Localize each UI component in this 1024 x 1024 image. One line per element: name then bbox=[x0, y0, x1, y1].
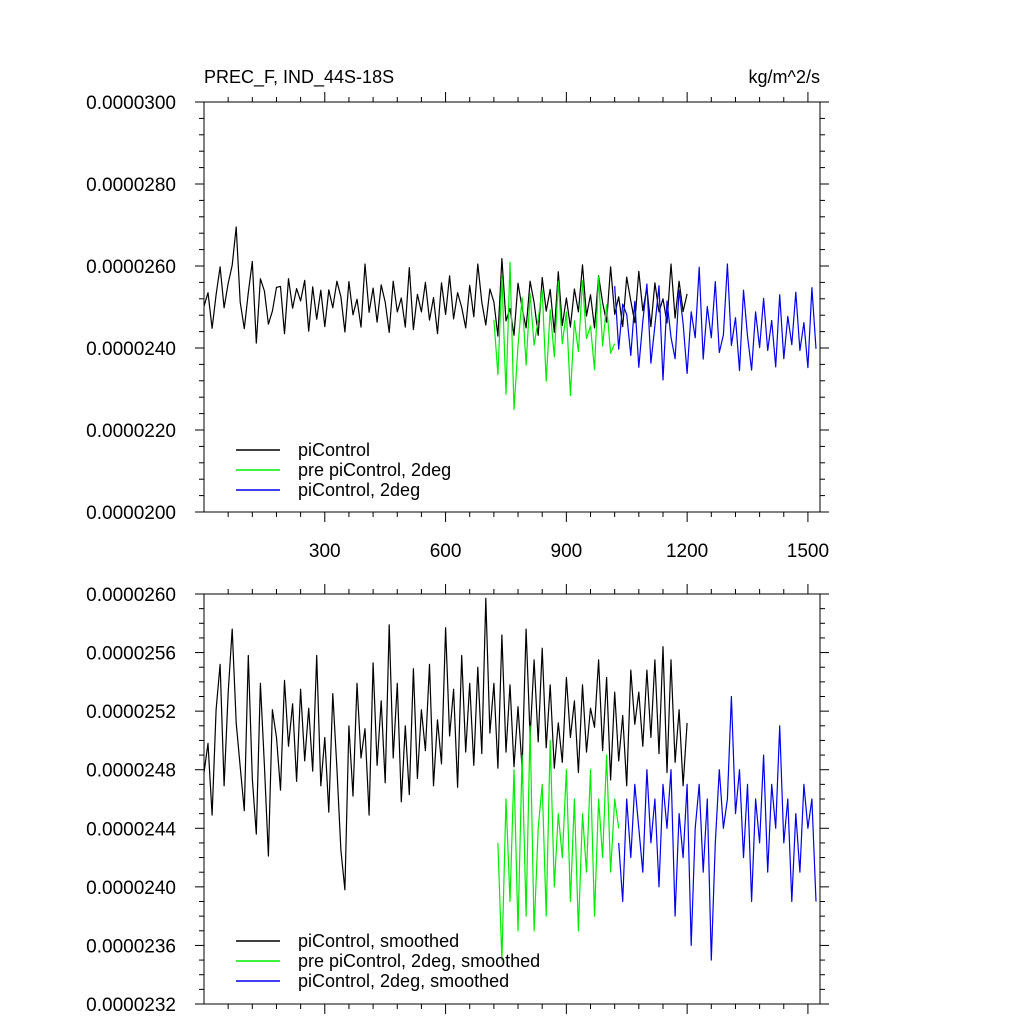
series-line-3 bbox=[614, 263, 817, 381]
y-tick-label: 0.0000256 bbox=[86, 644, 176, 665]
legend-label: piControl, smoothed bbox=[298, 931, 459, 951]
y-tick-label: 0.0000252 bbox=[86, 702, 176, 723]
bottom-series-layer bbox=[203, 597, 817, 961]
y-tick-label: 0.0000240 bbox=[86, 339, 176, 360]
y-tick-label: 0.0000260 bbox=[86, 585, 176, 606]
bottom-panel: 0.0000232 0.0000236 0.0000240 0.0000244 0.00… bbox=[86, 584, 829, 1016]
legend-label: piControl bbox=[298, 440, 370, 460]
y-tick-label: 0.0000280 bbox=[86, 175, 176, 196]
x-tick-label: 1200 bbox=[666, 541, 708, 562]
y-tick-label: 0.0000260 bbox=[86, 257, 176, 278]
legend-label: pre piControl, 2deg, smoothed bbox=[298, 951, 540, 971]
series-line-2 bbox=[497, 725, 620, 961]
x-tick-label: 600 bbox=[430, 541, 462, 562]
x-tick-label: 1500 bbox=[787, 541, 829, 562]
y-tick-label: 0.0000240 bbox=[86, 878, 176, 899]
top-series-layer bbox=[203, 226, 817, 411]
y-tick-label: 0.0000220 bbox=[86, 421, 176, 442]
legend-label: piControl, 2deg, smoothed bbox=[298, 971, 509, 991]
top-plot-frame bbox=[203, 101, 821, 513]
x-tick-label: 900 bbox=[551, 541, 583, 562]
y-tick-label: 0.0000300 bbox=[86, 93, 176, 114]
y-tick-label: 0.0000244 bbox=[86, 819, 176, 840]
top-axes-layer: 0.0000200 0.0000220 0.0000240 0.0000260 0.00… bbox=[86, 92, 829, 562]
bottom-axes-layer: 0.0000232 0.0000236 0.0000240 0.0000244 0.00… bbox=[86, 584, 829, 1016]
top-panel: PREC_F, IND_44S-18S kg/m^2/s 0.00002000.… bbox=[86, 67, 829, 562]
chart-title-left: PREC_F, IND_44S-18S bbox=[204, 67, 394, 88]
chart-title-units: kg/m^2/s bbox=[749, 67, 820, 87]
series-line-2 bbox=[493, 261, 616, 411]
y-tick-label: 0.0000200 bbox=[86, 503, 176, 524]
y-tick-label: 0.0000248 bbox=[86, 761, 176, 782]
y-tick-label: 0.0000236 bbox=[86, 936, 176, 957]
legend-label: piControl, 2deg bbox=[298, 480, 420, 500]
legend-label: pre piControl, 2deg bbox=[298, 460, 451, 480]
series-line-3 bbox=[618, 695, 817, 961]
y-tick-label: 0.0000232 bbox=[86, 995, 176, 1016]
x-tick-label: 300 bbox=[309, 541, 341, 562]
series-line-1 bbox=[203, 226, 688, 344]
series-line-1 bbox=[203, 597, 688, 891]
